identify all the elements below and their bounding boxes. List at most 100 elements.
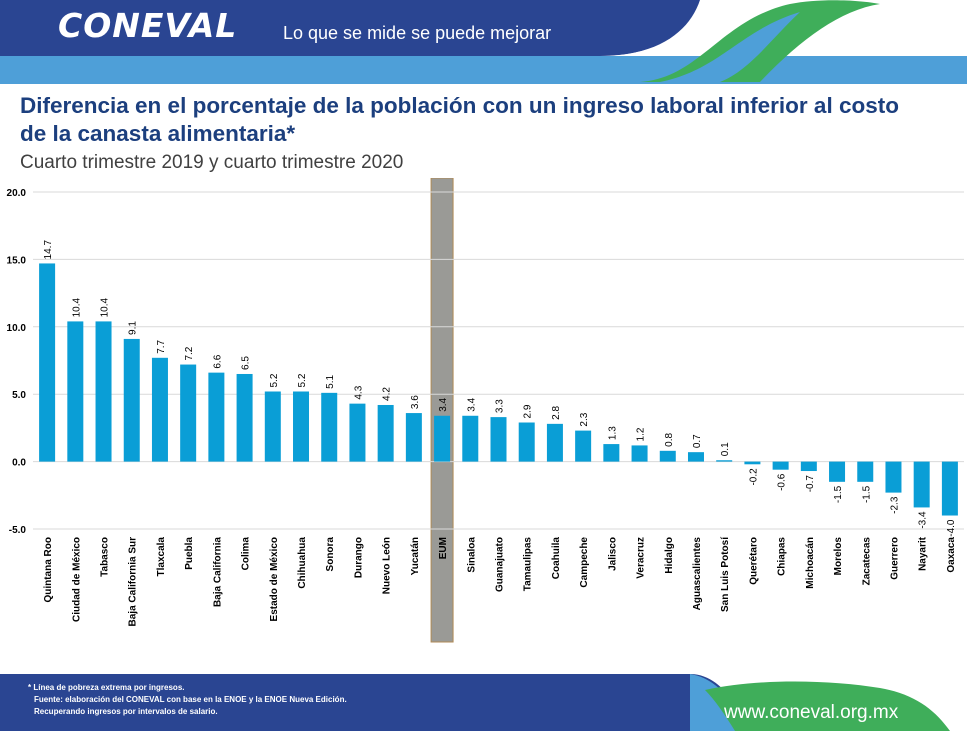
bar [490, 417, 507, 462]
category-label: San Luis Potosí [720, 536, 731, 612]
category-label: Michoacán [805, 537, 816, 589]
bar [67, 321, 84, 462]
category-label: Hidalgo [664, 537, 675, 574]
bar [208, 372, 225, 462]
category-label: Veracruz [636, 537, 647, 579]
y-tick-label: 10.0 [7, 323, 27, 334]
value-label: 4.3 [353, 385, 364, 399]
coneval-logo: CONEVAL [58, 6, 238, 45]
value-label: -1.5 [861, 485, 872, 503]
category-label: Yucatán [410, 537, 421, 575]
category-label: EUM [438, 537, 449, 559]
bar [236, 373, 253, 462]
bar [95, 321, 112, 462]
value-label: 3.4 [438, 397, 449, 411]
value-label: 6.5 [241, 356, 252, 370]
bar [913, 461, 930, 508]
category-label: Tamaulipas [523, 537, 534, 592]
bar [772, 461, 789, 470]
bar [941, 461, 958, 516]
website-link[interactable]: www.coneval.org.mx [724, 702, 899, 723]
value-label: -0.6 [777, 473, 788, 491]
header-banner [0, 0, 967, 90]
bar [659, 450, 676, 462]
category-label: Chiapas [777, 537, 788, 576]
value-label: 4.2 [382, 387, 393, 401]
value-label: -0.7 [805, 475, 816, 493]
value-label: 5.2 [297, 373, 308, 387]
bar [349, 403, 366, 462]
category-label: Nuevo León [382, 537, 393, 594]
chart-subtitle: Cuarto trimestre 2019 y cuarto trimestre… [20, 152, 404, 173]
bar [829, 461, 846, 482]
bar [603, 444, 620, 462]
value-label: 5.1 [325, 375, 336, 389]
category-label: Oaxaca [946, 537, 957, 573]
value-label: 3.6 [410, 395, 421, 409]
bar [264, 391, 281, 462]
bar [518, 422, 535, 462]
y-tick-label: 0.0 [12, 458, 26, 469]
bar-chart: 20.0 15.0 10.0 5.0 0.0 -5.0 14.7 Quintana Roo 10… [7, 178, 964, 643]
value-label: 10.4 [71, 298, 82, 318]
bar [39, 263, 56, 462]
value-label: 0.7 [692, 434, 703, 448]
category-label: Morelos [833, 537, 844, 576]
category-label: Tabasco [100, 537, 111, 577]
value-label: 7.7 [156, 339, 167, 353]
category-label: Campeche [579, 537, 590, 588]
value-label: 3.4 [466, 397, 477, 411]
category-label: Zacatecas [861, 537, 872, 586]
y-tick-label: 15.0 [7, 255, 27, 266]
category-label: Tlaxcala [156, 537, 167, 577]
category-label: Guanajuato [495, 537, 506, 592]
y-tick-label: 5.0 [12, 390, 26, 401]
value-label: 2.8 [551, 406, 562, 420]
value-label: 2.3 [579, 412, 590, 426]
category-label: Aguascalientes [692, 537, 703, 611]
bar [744, 461, 761, 465]
footnote-source: Fuente: elaboración del CONEVAL con base… [34, 695, 347, 704]
y-tick-label: -5.0 [9, 525, 27, 536]
chart-title: Diferencia en el porcentaje de la poblac… [20, 93, 899, 146]
footnote-poverty-line: * Línea de pobreza extrema por ingresos. [28, 683, 185, 692]
value-label: -3.4 [918, 511, 929, 529]
value-label: 14.7 [43, 240, 54, 260]
value-label: 0.8 [664, 432, 675, 446]
category-label: Sonora [325, 537, 336, 572]
footer-banner [0, 674, 950, 731]
category-label: Durango [353, 537, 364, 578]
bar [377, 404, 394, 462]
value-label: 10.4 [100, 298, 111, 318]
value-label: 1.2 [636, 427, 647, 441]
category-label: Baja California [212, 537, 223, 607]
value-label: -4.0 [946, 519, 957, 537]
eum-highlight-band [430, 178, 454, 643]
category-label: Colima [241, 537, 252, 571]
value-label: 3.3 [495, 399, 506, 413]
value-label: -0.2 [748, 468, 759, 486]
category-label: Puebla [184, 537, 195, 570]
bar [434, 415, 451, 462]
bar [857, 461, 874, 482]
value-label: 7.2 [184, 346, 195, 360]
category-label: Ciudad de México [71, 537, 82, 622]
category-label: Coahuila [551, 537, 562, 580]
category-label: Chihuahua [297, 537, 308, 589]
bar [462, 415, 479, 462]
category-label: Jalisco [607, 537, 618, 571]
value-label: -2.3 [889, 496, 900, 514]
category-label: Sinaloa [466, 537, 477, 573]
bar [687, 452, 704, 462]
category-label: Querétaro [748, 537, 759, 585]
slogan: Lo que se mide se puede mejorar [283, 23, 552, 43]
bar [575, 430, 592, 462]
value-label: 1.3 [607, 426, 618, 440]
footnotes: * Línea de pobreza extrema por ingresos.… [28, 682, 347, 718]
category-label: Quintana Roo [43, 537, 54, 603]
bar [546, 423, 563, 462]
bar [293, 391, 310, 462]
bar [180, 364, 197, 462]
bar [800, 461, 817, 472]
bar [716, 460, 733, 462]
